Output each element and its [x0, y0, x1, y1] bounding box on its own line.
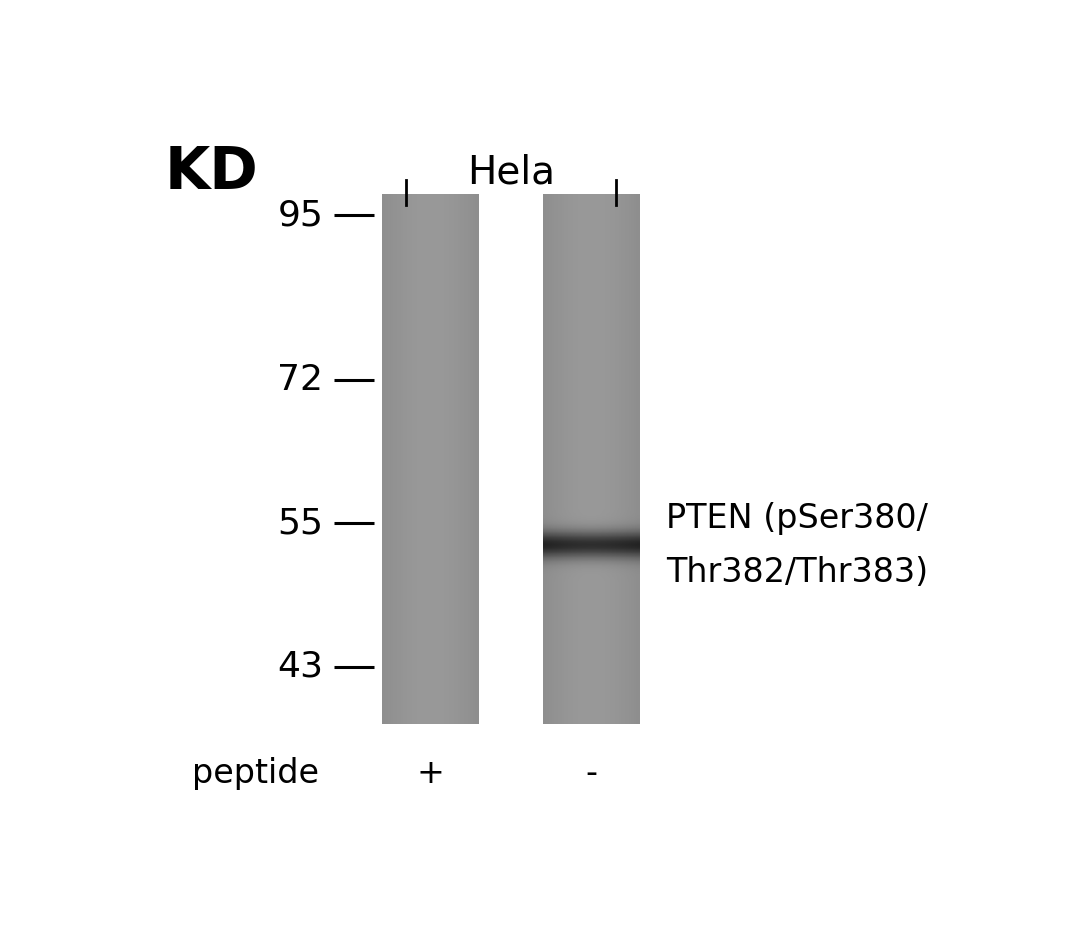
Text: Thr382/Thr383): Thr382/Thr383) — [666, 555, 929, 589]
Text: peptide: peptide — [192, 758, 319, 790]
Text: -: - — [585, 758, 597, 790]
Text: +: + — [416, 758, 444, 790]
Text: 43: 43 — [278, 649, 323, 684]
Text: 55: 55 — [278, 506, 323, 540]
Text: KD: KD — [164, 144, 258, 201]
Text: 72: 72 — [278, 363, 323, 397]
Text: 95: 95 — [278, 198, 323, 232]
Text: PTEN (pSer380/: PTEN (pSer380/ — [666, 502, 929, 535]
Text: Hela: Hela — [467, 153, 555, 192]
